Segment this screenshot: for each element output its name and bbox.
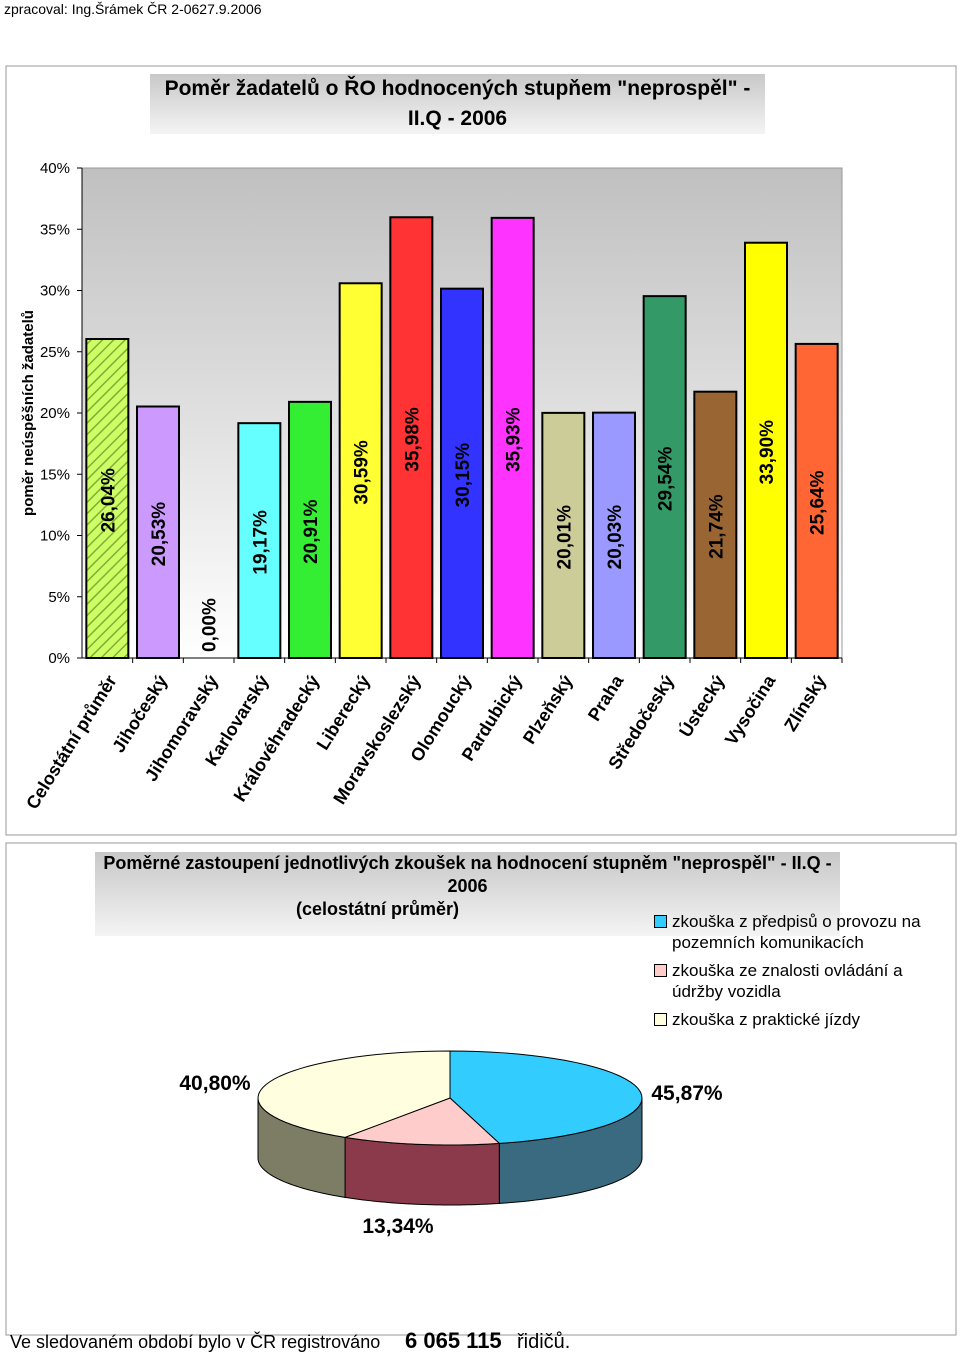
legend-item: zkouška z předpisů o provozu na pozemníc…	[650, 911, 950, 953]
pie-slice	[257, 1050, 451, 1138]
bar	[338, 282, 383, 659]
value-label: 26,04%	[98, 468, 119, 533]
value-label: 21,74%	[706, 494, 727, 559]
value-label: 33,90%	[757, 420, 778, 485]
value-label: 45,87%	[651, 1082, 723, 1105]
bar	[693, 390, 738, 659]
y-tick-label: 40%	[40, 160, 70, 177]
bar	[794, 342, 839, 659]
value-label: 30,15%	[453, 443, 474, 508]
y-axis-label: poměr neúspěšních žadatelů	[20, 310, 37, 516]
value-label: 35,93%	[504, 407, 525, 472]
value-label: 20,91%	[301, 499, 322, 564]
legend-item: zkouška z praktické jízdy	[650, 1009, 950, 1030]
legend-item: zkouška ze znalosti ovládání a údržby vo…	[650, 960, 950, 1002]
value-label: 20,03%	[605, 505, 626, 570]
value-label: 20,01%	[554, 505, 575, 570]
legend-label: zkouška z praktické jízdy	[672, 1010, 861, 1029]
y-tick-label: 10%	[40, 528, 70, 545]
pie-slice	[343, 1097, 501, 1146]
pie-chart-subtitle: (celostátní průměr)	[295, 899, 460, 919]
bar	[490, 216, 535, 659]
bar	[389, 216, 434, 659]
bar	[642, 295, 687, 659]
legend-label: zkouška z předpisů o provozu na pozemníc…	[672, 912, 921, 952]
value-label: 0,00%	[200, 598, 221, 652]
bar	[440, 287, 484, 659]
bar	[136, 405, 180, 659]
value-label: 19,17%	[250, 510, 271, 575]
bar	[237, 422, 282, 660]
pie-slice	[449, 1050, 643, 1144]
footer-text: Ve sledovaném období bylo v ČR registrov…	[10, 1331, 380, 1352]
value-label: 29,54%	[656, 447, 677, 512]
y-tick-label: 20%	[40, 405, 70, 422]
bar	[85, 338, 130, 659]
y-tick-label: 35%	[40, 221, 70, 238]
legend-swatch	[654, 915, 667, 928]
y-tick-label: 0%	[48, 650, 70, 667]
pie-chart-title-box: Poměrné zastoupení jednotlivých zkoušek …	[95, 852, 840, 936]
pie-slice-side	[344, 1136, 500, 1206]
legend-swatch	[654, 964, 667, 977]
y-tick-label: 5%	[48, 589, 70, 606]
value-label: 13,34%	[362, 1215, 434, 1238]
value-label: 30,59%	[352, 440, 373, 505]
value-label: 25,64%	[808, 470, 829, 535]
legend-swatch	[654, 1013, 667, 1026]
legend-label: zkouška ze znalosti ovládání a údržby vo…	[672, 961, 903, 1001]
bar	[744, 241, 788, 659]
y-tick-label: 25%	[40, 344, 70, 361]
header: zpracoval: Ing.Šrámek ČR 2-0627.9.2006	[4, 1, 262, 17]
bar	[288, 400, 332, 659]
value-label: 40,80%	[179, 1072, 251, 1095]
footer-unit: řidičů.	[517, 1331, 570, 1353]
footer-count: 6 065 115	[405, 1328, 502, 1353]
y-tick-label: 15%	[40, 466, 70, 483]
bar	[541, 411, 586, 659]
y-tick-label: 30%	[40, 283, 70, 300]
value-label: 20,53%	[149, 502, 170, 567]
bar-chart-title: Poměr žadatelů o ŘO hodnocených stupňem …	[150, 74, 765, 134]
bar	[592, 411, 636, 659]
pie-chart-title: Poměrné zastoupení jednotlivých zkoušek …	[103, 853, 832, 896]
value-label: 35,98%	[402, 407, 423, 472]
